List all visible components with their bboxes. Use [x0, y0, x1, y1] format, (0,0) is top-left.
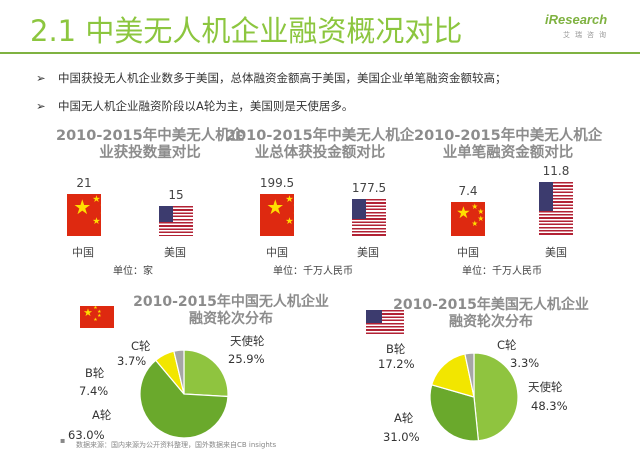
pie-slice-3	[173, 349, 185, 395]
chart-count-title-line1: 2010-2015年中美无人机企	[56, 128, 245, 144]
usa-flag-icon	[159, 206, 193, 236]
bullet-arrow-icon: ➢	[36, 99, 46, 113]
chart-perdeal-title-line2: 业单笔融资金额对比	[442, 145, 574, 161]
chart-total-value-cn: 199.5	[259, 176, 295, 190]
pie-china-title-line1: 2010-2015年中国无人机企业	[133, 294, 329, 310]
footer-source: 数据来源：国内来源为公开资料整理，国外数据来自CB insights	[76, 441, 277, 449]
bullet-1-text: 中国获投无人机企业数多于美国，总体融资金额高于美国，美国企业单笔融资金额较高；	[58, 71, 507, 85]
chart-total-unit: 单位：千万人民币	[273, 266, 353, 277]
pie-usa-value-b: 17.2%	[378, 357, 415, 371]
flag-star-icon: ★	[93, 316, 98, 323]
pie-usa-rounds	[429, 352, 519, 442]
usa-flag-icon	[539, 182, 573, 236]
chart-perdeal-title-line1: 2010-2015年中美无人机企	[414, 128, 603, 144]
pie-slice-1	[429, 384, 480, 442]
pie-slice-1	[139, 359, 229, 439]
usa-flag-icon	[366, 310, 404, 334]
pie-usa-label-a: A轮	[394, 411, 414, 425]
chart-perdeal-value-cn: 7.4	[458, 184, 478, 199]
china-flag-icon: ★★★★★	[451, 202, 485, 236]
page-title: 2.1 中美无人机企业融资概况对比	[30, 14, 463, 48]
pie-slice-2	[430, 353, 475, 398]
chart-count-title-line2: 业获投数量对比	[99, 145, 201, 161]
flag-star-icon: ★	[73, 195, 92, 220]
pie-slice-3	[464, 352, 475, 398]
chart-total-title-line2: 业总体获投金额对比	[254, 145, 386, 161]
logo-text: iResearch	[545, 12, 608, 27]
chart-perdeal-unit: 单位：千万人民币	[462, 266, 542, 277]
flag-star-icon: ★	[471, 202, 479, 211]
chart-total-category-us: 美国	[357, 246, 379, 259]
pie-usa-label-c: C轮	[497, 338, 517, 352]
footer-marker: ▪	[60, 436, 66, 445]
pie-china-value-c: 3.7%	[117, 354, 147, 368]
pie-usa-title: 2010-2015年美国无人机企业 融资轮次分布	[376, 297, 606, 331]
pie-usa-value-a: 31.0%	[383, 430, 420, 444]
flag-star-icon: ★	[456, 202, 471, 222]
chart-count-value-cn: 21	[76, 176, 92, 190]
chart-total-value-us: 177.5	[351, 180, 387, 195]
pie-usa-title-line2: 融资轮次分布	[449, 314, 533, 330]
pie-china-label-a: A轮	[92, 408, 112, 422]
flag-star-icon: ★	[477, 213, 485, 223]
chart-total-title: 2010-2015年中美无人机企 业总体获投金额对比	[226, 128, 414, 162]
pie-china-title-line2: 融资轮次分布	[189, 311, 273, 327]
chart-perdeal-category-us: 美国	[545, 246, 567, 259]
pie-china-value-angel: 25.9%	[228, 352, 265, 366]
flag-star-icon: ★	[97, 313, 102, 320]
bullet-2-text: 中国无人机企业融资阶段以A轮为主，美国则是天使居多。	[58, 99, 354, 113]
pie-china-label-b: B轮	[85, 366, 105, 380]
flag-star-icon: ★	[471, 219, 479, 229]
chart-count-value-us: 15	[168, 188, 184, 202]
chart-perdeal-value-us: 11.8	[542, 164, 570, 178]
flag-star-icon: ★	[293, 210, 294, 220]
pie-usa-value-angel: 48.3%	[531, 399, 568, 413]
flag-star-icon: ★	[83, 306, 93, 319]
flag-star-icon: ★	[92, 215, 101, 227]
chart-total-title-line1: 2010-2015年中美无人机企	[226, 128, 415, 144]
pie-china-rounds	[139, 349, 229, 439]
flag-star-icon: ★	[100, 201, 101, 211]
iresearch-logo: iResearch 艾瑞咨询	[537, 10, 632, 46]
china-flag-icon: ★★★★★	[80, 306, 114, 328]
chart-total-category-cn: 中国	[266, 246, 288, 259]
flag-star-icon: ★	[477, 207, 485, 217]
flag-star-icon: ★	[285, 215, 294, 227]
china-flag-icon: ★★★★★	[260, 194, 294, 236]
pie-china-label-angel: 天使轮	[230, 334, 265, 348]
pie-china-value-a: 63.0%	[68, 428, 105, 442]
chart-count-category-us: 美国	[164, 246, 186, 259]
pie-usa-title-line1: 2010-2015年美国无人机企业	[393, 297, 589, 313]
header-divider	[0, 52, 640, 54]
pie-china-title: 2010-2015年中国无人机企业 融资轮次分布	[116, 294, 346, 328]
flag-star-icon: ★	[285, 194, 294, 205]
usa-flag-icon	[352, 198, 386, 236]
chart-perdeal-title: 2010-2015年中美无人机企 业单笔融资金额对比	[414, 128, 602, 162]
flag-star-icon: ★	[92, 194, 101, 205]
pie-slice-0	[473, 352, 519, 442]
chart-count-category-cn: 中国	[72, 246, 94, 259]
pie-usa-label-angel: 天使轮	[528, 380, 563, 394]
chart-count-title: 2010-2015年中美无人机企 业获投数量对比	[56, 128, 244, 162]
china-flag-icon: ★★★★★	[67, 194, 101, 236]
chart-perdeal-category-cn: 中国	[457, 246, 479, 259]
bullet-arrow-icon: ➢	[36, 71, 46, 85]
pie-usa-value-c: 3.3%	[510, 356, 540, 370]
flag-star-icon: ★	[93, 306, 98, 312]
pie-usa-label-b: B轮	[386, 342, 406, 356]
flag-star-icon: ★	[266, 195, 285, 220]
pie-china-value-b: 7.4%	[79, 384, 109, 398]
pie-slice-0	[183, 349, 229, 398]
flag-star-icon: ★	[293, 201, 294, 211]
bullet-2: ➢ 中国无人机企业融资阶段以A轮为主，美国则是天使居多。	[36, 98, 353, 114]
chart-count-unit: 单位：家	[113, 266, 153, 277]
pie-china-label-c: C轮	[131, 339, 151, 353]
bullet-1: ➢ 中国获投无人机企业数多于美国，总体融资金额高于美国，美国企业单笔融资金额较高；	[36, 70, 507, 86]
flag-star-icon: ★	[100, 210, 101, 220]
logo-subtext: 艾瑞咨询	[563, 31, 611, 39]
flag-star-icon: ★	[97, 308, 102, 315]
